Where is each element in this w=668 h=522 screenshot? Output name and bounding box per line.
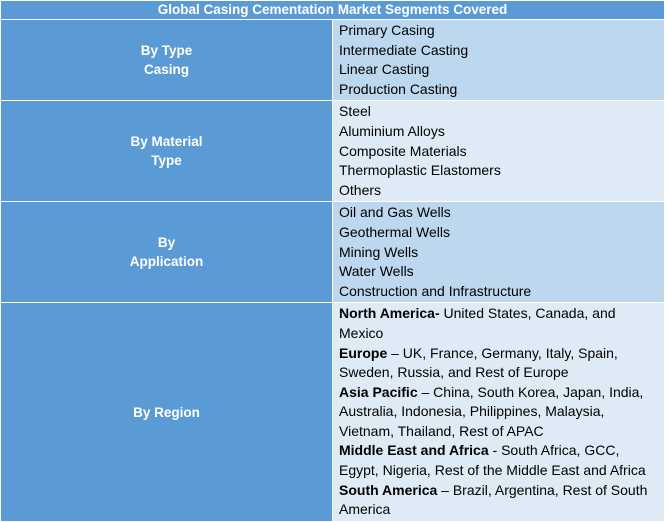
region-detail: United States, Canada, and Mexico [339,305,616,341]
segment-label-application: By Application [0,201,333,304]
list-item: Construction and Infrastructure [339,282,532,299]
list-item: Water Wells [339,263,414,280]
segment-label-type: By Type Casing [0,18,333,102]
segment-label-line: By Type [140,43,193,59]
segment-label-region: By Region [0,302,333,522]
region-name: North America- [339,305,440,322]
list-item: Composite Materials [339,142,467,159]
segment-label-line: By [157,235,176,251]
region-item: North America- United States, Canada, an… [339,304,658,343]
segment-items-material: Steel Aluminium Alloys Composite Materia… [332,100,665,203]
list-item: Thermoplastic Elastomers [339,162,501,179]
region-name: South America [339,481,438,498]
region-item: Europe – UK, France, Germany, Italy, Spa… [339,344,658,383]
segment-items-application: Oil and Gas Wells Geothermal Wells Minin… [332,201,665,304]
segment-row-region: By Region North America- United States, … [0,302,665,522]
segment-label-line: Type [151,153,182,169]
list-item: Mining Wells [339,243,419,260]
region-item: South America – Brazil, Argentina, Rest … [339,481,658,520]
segment-label-line: By Region [133,404,200,420]
region-detail: – UK, France, Germany, Italy, Spain, Swe… [339,344,618,381]
list-item: Geothermal Wells [339,223,451,240]
list-item: Linear Casting [339,61,430,78]
region-name: Middle East and Africa [339,442,489,459]
segment-items-type: Primary Casing Intermediate Casting Line… [332,18,665,102]
list-item: Oil and Gas Wells [339,204,451,221]
list-item: Production Casting [339,80,458,97]
title-row: Global Casing Cementation Market Segment… [0,0,665,20]
list-item: Steel [339,103,371,120]
region-item: Asia Pacific – China, South Korea, Japan… [339,383,658,442]
segment-row-material: By Material Type Steel Aluminium Alloys … [0,100,665,203]
list-item: Aluminium Alloys [339,122,445,139]
region-name: Europe [339,344,388,361]
segment-label-line: Application [129,254,204,270]
segment-label-material: By Material Type [0,100,333,203]
region-item: Middle East and Africa - South Africa, G… [339,441,658,480]
list-item: Intermediate Casting [339,41,469,58]
list-item: Others [339,181,382,198]
segment-row-application: By Application Oil and Gas Wells Geother… [0,201,665,304]
region-name: Asia Pacific [339,383,418,400]
list-item: Primary Casing [339,22,435,38]
segment-label-line: By Material [130,134,203,150]
segment-label-line: Casing [143,62,189,78]
segment-row-type: By Type Casing Primary Casing Intermedia… [0,18,665,102]
segment-items-region: North America- United States, Canada, an… [332,302,665,522]
table-title: Global Casing Cementation Market Segment… [0,0,665,20]
